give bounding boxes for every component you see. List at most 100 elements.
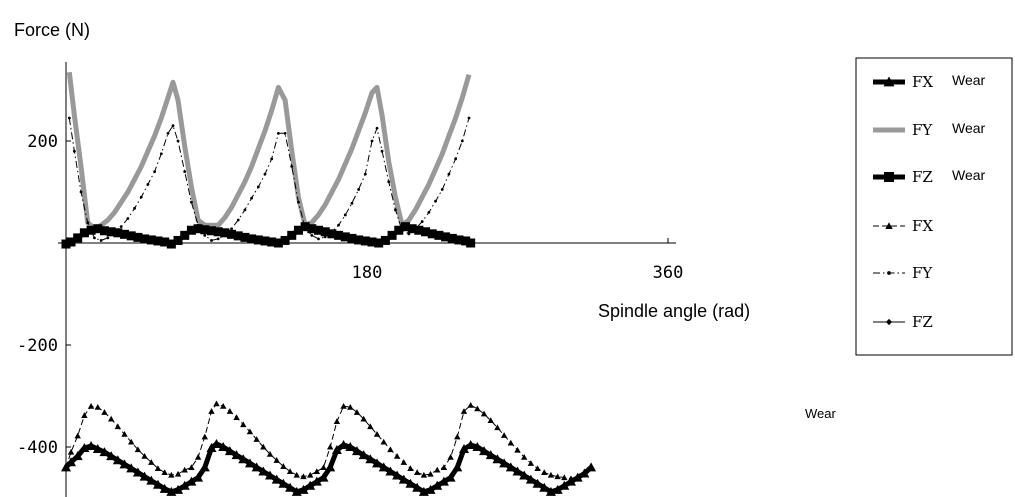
series-fzw <box>61 222 476 249</box>
legend-label-fyw: FY <box>912 121 933 139</box>
legend-label-fy: FY <box>912 264 933 282</box>
data-point-fzw-3 <box>79 228 89 238</box>
data-point-fzw-35 <box>293 225 303 235</box>
data-point-fxw-48 <box>378 462 389 472</box>
data-point-fxw-13 <box>146 475 157 485</box>
data-point-fx-37 <box>306 471 314 478</box>
data-point-fzw-6 <box>99 226 109 236</box>
data-point-fxw-68 <box>512 466 523 476</box>
data-point-fx-48 <box>380 438 387 445</box>
data-point-fx-5 <box>94 404 101 410</box>
y-axis-title: Force (N) <box>14 20 90 40</box>
data-point-fx-1 <box>67 448 75 455</box>
data-point-fxw-25 <box>224 446 235 456</box>
data-point-fxw-57 <box>438 476 449 486</box>
data-point-fzw-51 <box>400 222 410 232</box>
data-point-fzw-21 <box>200 225 210 235</box>
data-point-fy-1 <box>72 149 76 153</box>
data-point-fy-46 <box>370 139 374 143</box>
data-point-fx-23 <box>213 400 220 407</box>
data-point-fxw-75 <box>559 480 570 490</box>
data-point-fx-45 <box>360 415 367 422</box>
data-point-fy-23 <box>216 237 220 241</box>
data-point-fxw-6 <box>99 447 110 457</box>
data-point-fy-13 <box>153 170 157 174</box>
data-point-fx-56 <box>434 466 441 473</box>
data-point-fy-8 <box>119 225 123 229</box>
data-point-fzw-19 <box>186 225 196 235</box>
data-point-fx-66 <box>500 432 508 438</box>
data-point-fzw-28 <box>247 234 257 244</box>
data-point-fxw-60 <box>458 444 469 454</box>
data-point-fy-11 <box>139 195 143 199</box>
data-point-fzw-7 <box>106 227 116 237</box>
data-point-fxw-45 <box>358 450 369 460</box>
data-point-fxw-58 <box>445 472 456 482</box>
data-point-fxw-51 <box>398 474 409 484</box>
data-point-fxw-59 <box>452 462 463 472</box>
data-point-fx-25 <box>226 408 234 414</box>
data-point-fy-38 <box>317 237 320 241</box>
data-point-fx-65 <box>494 424 501 431</box>
data-point-fx-15 <box>161 469 168 476</box>
x-axis-ticks: 180 360 <box>352 238 683 283</box>
side-note: Wear <box>805 406 836 421</box>
data-point-fx-6 <box>101 409 108 415</box>
data-point-fxw-34 <box>285 482 296 492</box>
data-point-fxw-21 <box>199 462 210 472</box>
data-point-fxw-9 <box>119 459 130 469</box>
data-point-fxw-31 <box>265 470 276 480</box>
y-tick-label--400: -400 <box>17 438 58 458</box>
data-point-fy-60 <box>460 139 464 143</box>
data-point-fxw-24 <box>218 442 229 451</box>
data-point-fx-72 <box>541 469 548 476</box>
data-point-fxw-56 <box>432 480 443 490</box>
data-point-fx-33 <box>280 463 287 469</box>
y-axis-ticks: 200 -200 -400 <box>17 132 71 458</box>
data-point-fx-20 <box>194 454 202 460</box>
data-point-fx-18 <box>181 466 188 473</box>
data-point-fy-4 <box>93 236 96 240</box>
data-point-fy-15 <box>166 131 170 135</box>
data-point-fxw-28 <box>244 458 255 468</box>
data-point-fy-58 <box>447 172 451 176</box>
data-point-fxw-64 <box>485 450 496 460</box>
legend-box <box>855 57 1013 356</box>
legend-marker-fxw <box>883 76 895 87</box>
data-point-fy-50 <box>394 208 397 212</box>
data-point-fy-55 <box>427 211 431 214</box>
data-point-fxw-27 <box>238 454 249 464</box>
data-point-fxw-79 <box>586 462 597 472</box>
data-point-fy-29 <box>256 185 260 189</box>
data-point-fx-26 <box>233 414 240 420</box>
data-point-fzw-17 <box>173 235 183 245</box>
data-point-fzw-45 <box>360 236 370 246</box>
data-point-fxw-72 <box>539 482 550 492</box>
data-point-fzw-55 <box>427 229 437 239</box>
data-point-fxw-30 <box>258 466 269 476</box>
data-point-fxw-55 <box>425 484 436 494</box>
data-point-fx-3 <box>81 412 88 418</box>
data-point-fy-61 <box>467 116 471 120</box>
data-point-fy-10 <box>133 206 136 210</box>
data-point-fxw-1 <box>66 457 77 467</box>
legend-label-fz: FZ <box>912 313 933 331</box>
data-point-fzw-30 <box>260 236 270 246</box>
data-point-fx-50 <box>393 452 401 459</box>
data-point-fzw-59 <box>454 235 464 245</box>
data-point-fy-12 <box>146 182 150 186</box>
axes: 180 360 200 -200 -400 <box>17 62 683 497</box>
data-point-fxw-7 <box>106 451 117 461</box>
data-point-fx-75 <box>561 474 568 481</box>
data-point-fxw-36 <box>298 484 309 494</box>
data-point-fx-68 <box>514 446 521 453</box>
data-point-fx-61 <box>467 401 474 408</box>
data-point-fx-40 <box>327 443 334 450</box>
data-point-fxw-63 <box>479 446 490 456</box>
data-point-fy-41 <box>337 223 340 227</box>
data-point-fy-45 <box>363 172 367 176</box>
data-point-fy-42 <box>343 213 347 217</box>
data-point-fzw-9 <box>120 229 130 239</box>
data-point-fx-10 <box>128 438 135 445</box>
legend-item-fxw: FX Wear <box>873 72 986 91</box>
